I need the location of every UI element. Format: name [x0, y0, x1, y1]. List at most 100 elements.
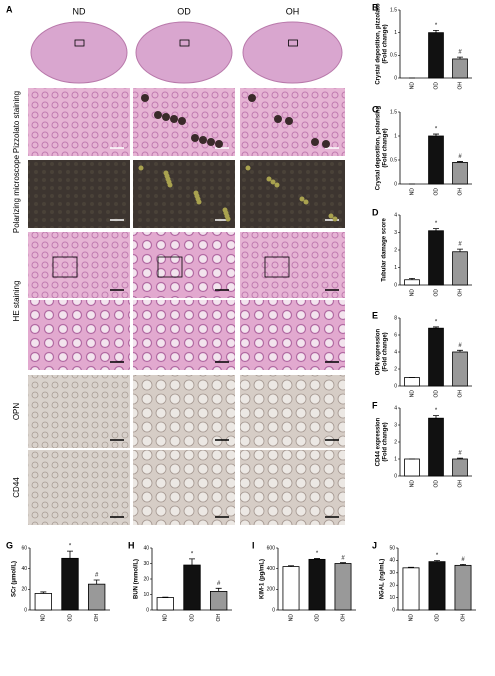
y-axis-title: Crystal deposition, polarising — [376, 105, 382, 190]
y-tick-label: 200 — [267, 587, 276, 593]
bar — [61, 557, 79, 611]
zoom-box — [179, 39, 190, 47]
crystal — [322, 140, 330, 148]
micrograph — [28, 375, 130, 448]
y-axis-title: OPN expression — [376, 328, 382, 375]
error-bar — [408, 566, 414, 568]
crystal — [199, 136, 207, 144]
y-tick-label: 30 — [143, 561, 149, 567]
y-tick-label: 0 — [392, 607, 395, 613]
micrograph — [240, 450, 345, 525]
significance: * — [316, 551, 319, 557]
x-tick-label: OH — [460, 614, 466, 622]
significance: * — [435, 23, 438, 29]
y-tick-label: 60 — [21, 545, 27, 551]
crystal — [266, 176, 272, 182]
kidney-section — [135, 21, 233, 84]
error-bar — [433, 228, 439, 231]
y-tick-label: 2 — [394, 439, 397, 445]
y-axis-title: CD44 expression — [376, 417, 382, 466]
panel-label: D — [372, 207, 379, 217]
crystal — [193, 190, 199, 196]
error-bar — [460, 563, 466, 566]
bar — [282, 566, 300, 611]
crystal — [311, 138, 319, 146]
error-bar — [433, 326, 439, 329]
significance: * — [435, 320, 438, 326]
crystal — [141, 94, 149, 102]
crystal — [170, 115, 178, 123]
panel-label: G — [6, 540, 13, 550]
error-bar — [288, 565, 294, 567]
x-tick-label: OH — [457, 82, 463, 90]
bar — [308, 558, 326, 611]
y-tick-label: 0 — [394, 473, 397, 479]
crystal — [245, 165, 251, 171]
y-axis-title: (Fold change) — [383, 422, 389, 461]
bar — [428, 135, 444, 185]
crystal — [332, 216, 338, 222]
panel-label: E — [372, 310, 378, 320]
crystal — [274, 115, 282, 123]
micrograph — [133, 375, 235, 448]
row-label: Pizzolato staining — [12, 91, 21, 153]
significance: * — [69, 544, 72, 550]
y-axis-title: Tubular damage score — [382, 218, 388, 282]
bar — [209, 591, 228, 611]
y-axis-title: (Fold change) — [383, 128, 389, 167]
x-tick-label: OD — [67, 614, 73, 622]
x-tick-label: OD — [189, 614, 195, 622]
error-bar — [40, 591, 47, 594]
crystal — [248, 94, 256, 102]
crystal — [299, 196, 305, 202]
error-bar — [215, 587, 222, 592]
bar — [428, 561, 446, 611]
y-tick-label: 0 — [272, 607, 275, 613]
x-tick-label: OH — [457, 289, 463, 297]
significance: * — [435, 221, 438, 227]
significance: # — [458, 154, 462, 160]
crystal — [303, 199, 309, 205]
error-bar — [67, 550, 73, 559]
crystal — [207, 138, 215, 146]
y-tick-label: 4 — [394, 405, 397, 411]
row-label: CD44 — [12, 477, 21, 498]
column-label: OH — [286, 6, 300, 16]
significance: * — [435, 127, 438, 133]
x-tick-label: OD — [433, 480, 439, 488]
y-tick-label: 600 — [267, 545, 276, 551]
row-label: OPN — [12, 403, 21, 421]
panel-label: C — [372, 104, 379, 114]
x-tick-label: ND — [409, 82, 415, 90]
x-tick-label: OH — [457, 188, 463, 196]
error-bar — [457, 56, 463, 59]
x-tick-label: OH — [457, 390, 463, 398]
crystal — [328, 213, 334, 219]
y-tick-label: 400 — [267, 566, 276, 572]
bar — [428, 230, 444, 286]
error-bar — [457, 248, 463, 252]
panel-label: H — [128, 540, 135, 550]
bar — [454, 564, 472, 611]
crystal — [215, 140, 223, 148]
y-axis-title: (Fold change) — [383, 332, 389, 371]
y-tick-label: 4 — [394, 349, 397, 355]
x-tick-label: OH — [457, 480, 463, 488]
micrograph — [133, 160, 235, 228]
error-bar — [340, 562, 346, 564]
bar — [404, 279, 420, 286]
y-axis-title: Crystal deposition, pizzolato — [376, 3, 382, 85]
significance: # — [458, 451, 462, 457]
y-tick-label: 1 — [394, 265, 397, 271]
y-tick-label: 4 — [394, 212, 397, 218]
x-tick-label: OH — [216, 614, 222, 622]
bar — [452, 251, 468, 286]
crystal — [162, 113, 170, 121]
x-tick-label: ND — [163, 614, 169, 622]
x-tick-label: ND — [409, 188, 415, 196]
micrograph — [240, 300, 345, 370]
x-tick-label: ND — [408, 614, 414, 622]
bar — [402, 567, 420, 611]
y-axis-title: KIM-1 (pg/mL) — [260, 559, 266, 599]
